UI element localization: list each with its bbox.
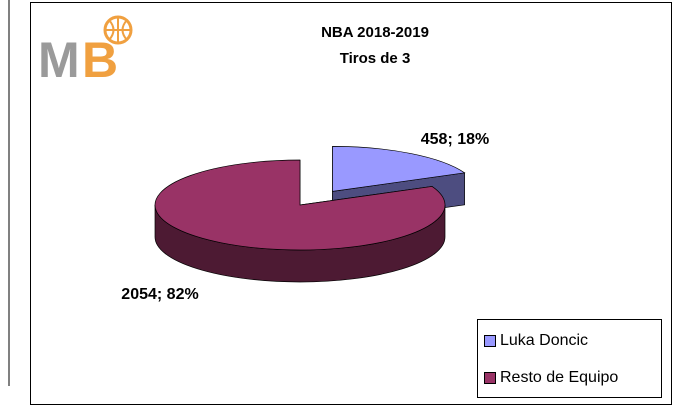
- data-label: 458; 18%: [421, 131, 490, 148]
- logo-letter: M: [38, 32, 80, 88]
- data-label: 2054; 82%: [121, 286, 198, 303]
- legend-swatch: [484, 335, 496, 347]
- legend-label: Luka Doncic: [500, 332, 588, 349]
- slice: [332, 146, 466, 192]
- logo-ball-lines: [105, 17, 131, 43]
- legend-box: [477, 319, 662, 398]
- chart-title: NBA 2018-2019: [321, 24, 429, 41]
- chart-title: Tiros de 3: [340, 50, 411, 67]
- slice: [154, 159, 446, 251]
- legend-label: Resto de Equipo: [500, 369, 618, 386]
- logo: M B: [38, 15, 133, 88]
- legend-swatch: [484, 372, 496, 384]
